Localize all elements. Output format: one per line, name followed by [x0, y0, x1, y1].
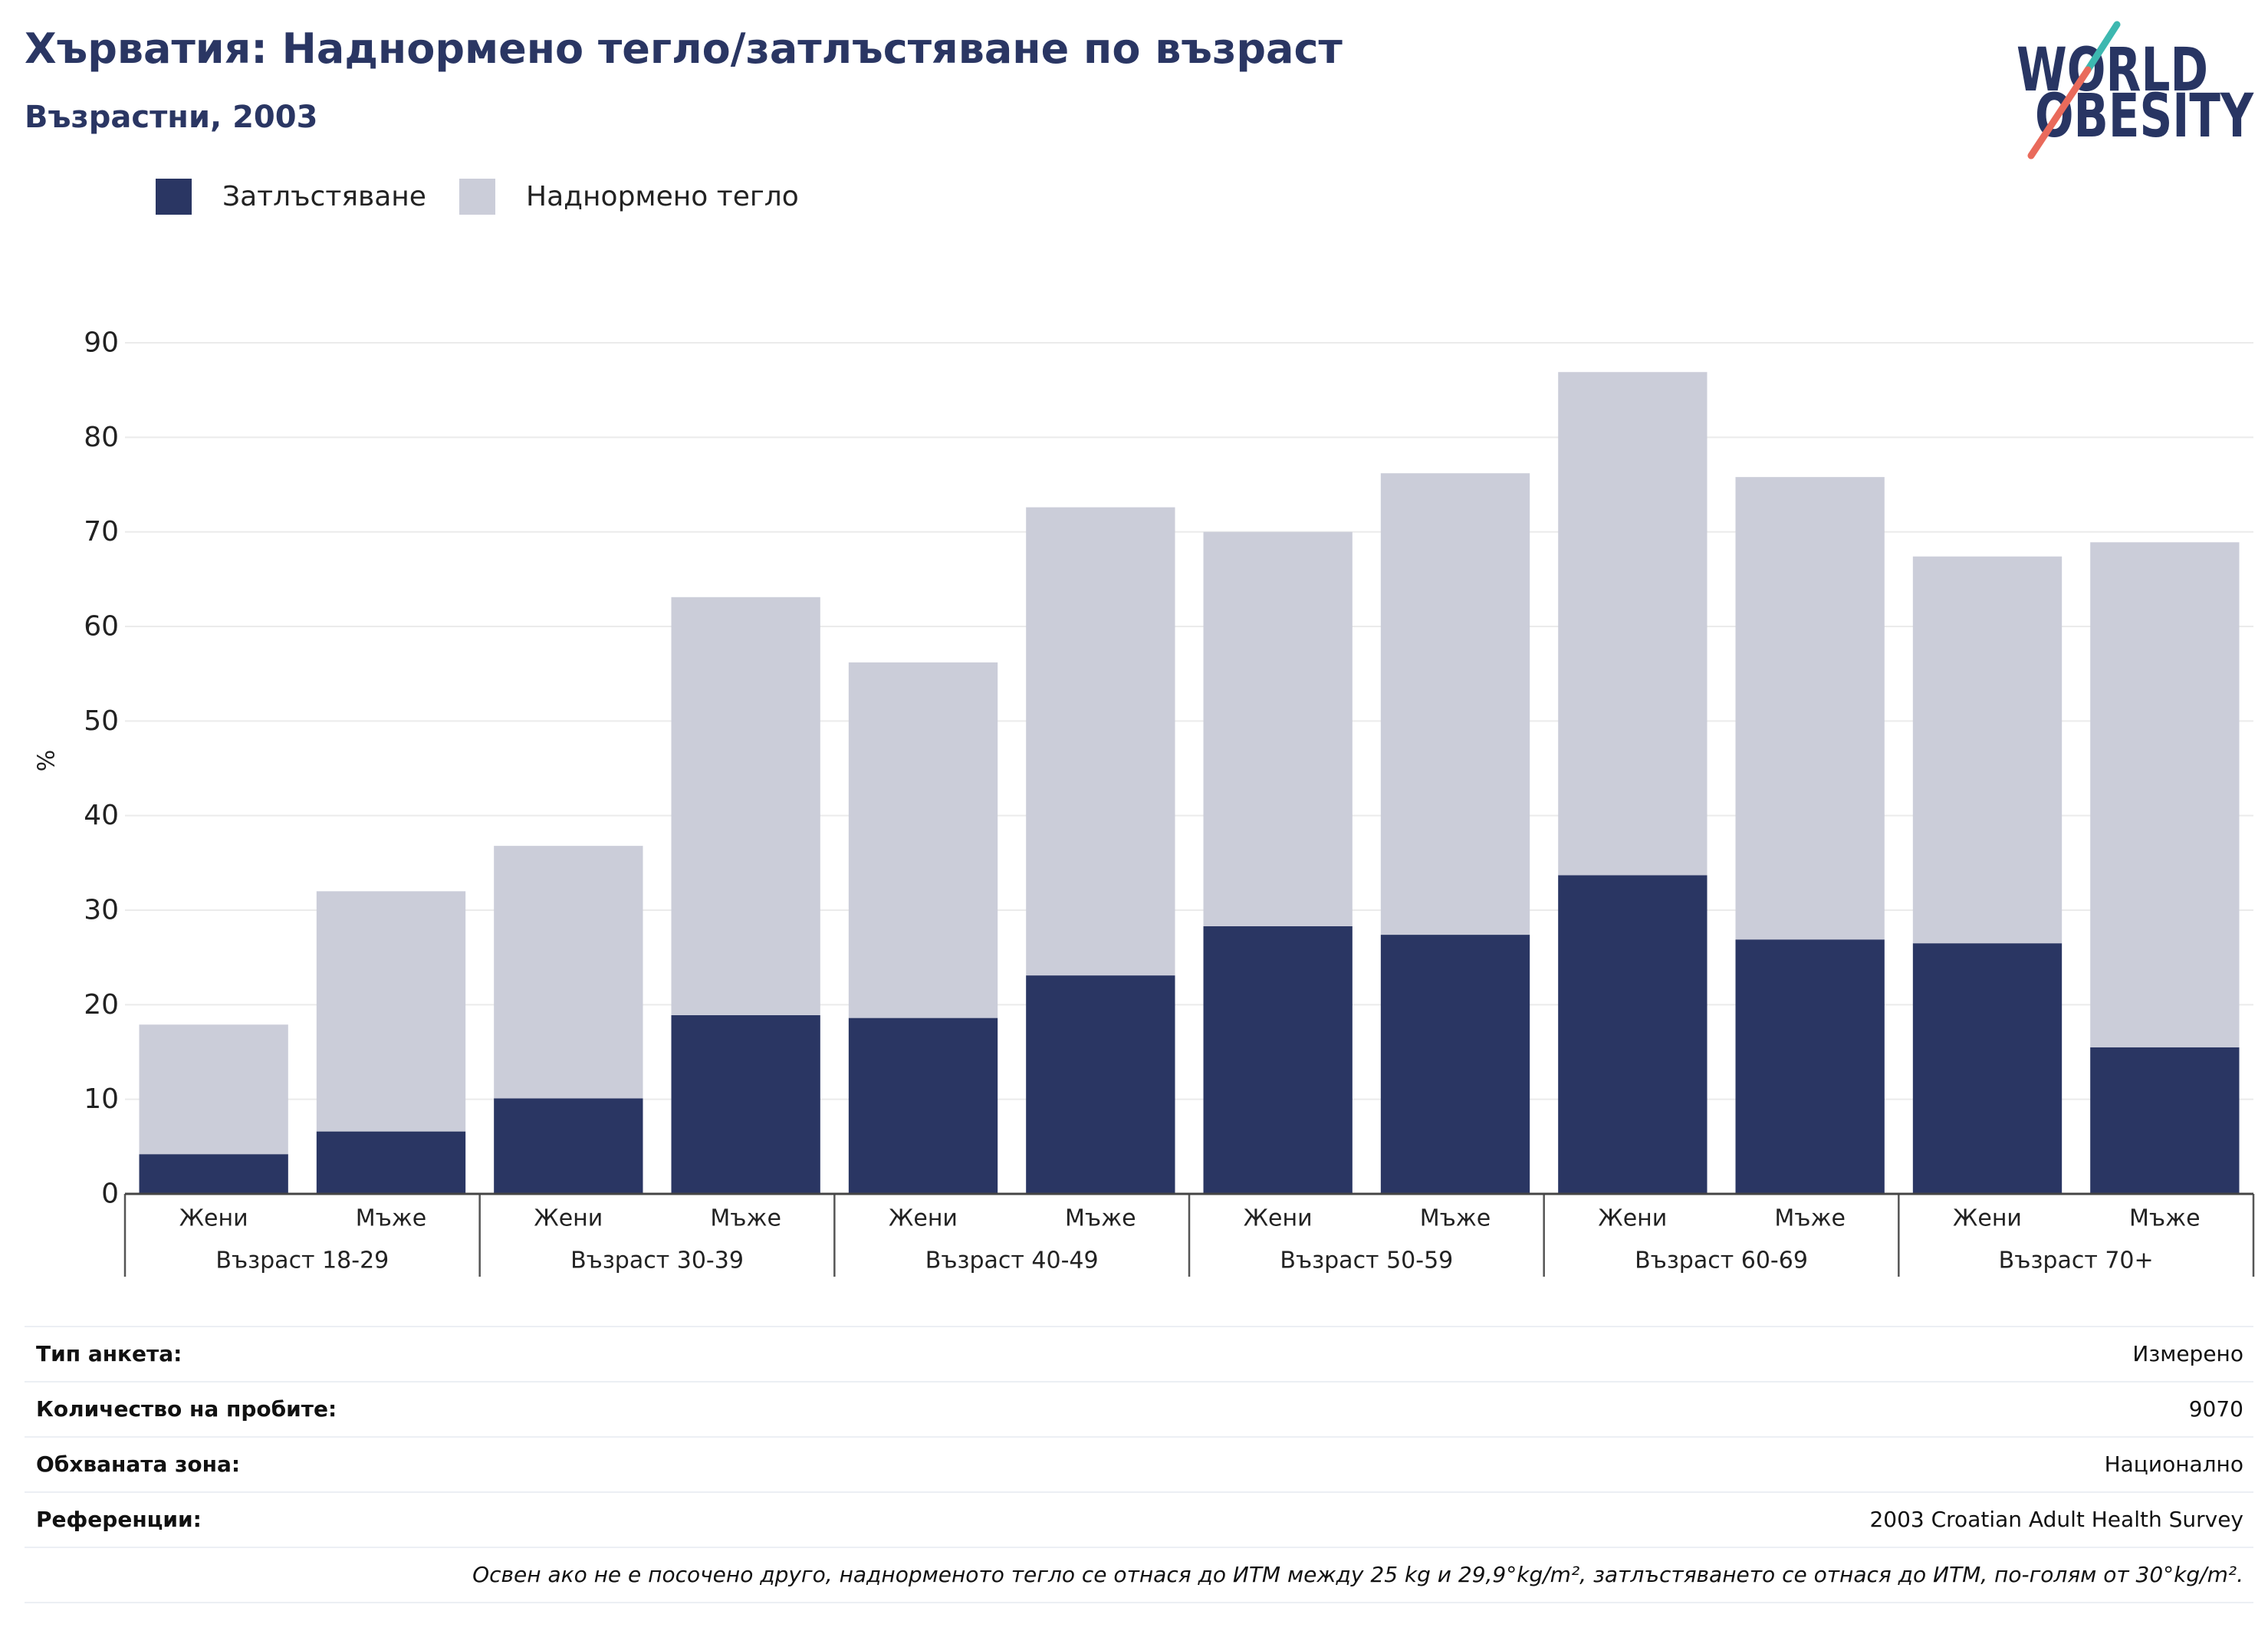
bar-overweight-8	[1380, 473, 1530, 935]
bar-overweight-12	[2090, 542, 2240, 1047]
y-tick-label: 50	[84, 705, 119, 737]
y-tick-label: 60	[84, 611, 119, 643]
y-tick-label: 0	[101, 1179, 119, 1210]
info-value: Национално	[2104, 1452, 2243, 1477]
bar-obesity-3	[494, 1098, 643, 1194]
x-tick-label: Мъже	[1420, 1205, 1491, 1232]
y-tick-label: 20	[84, 989, 119, 1021]
page-subtitle: Възрастни, 2003	[25, 100, 318, 135]
group-label: Възраст 60-69	[1635, 1248, 1808, 1274]
info-label: Тип анкета:	[36, 1341, 182, 1366]
info-value: 2003 Croatian Adult Health Survey	[1869, 1507, 2243, 1532]
info-value: 9070	[2188, 1396, 2243, 1422]
y-tick-label: 90	[84, 327, 119, 359]
bar-obesity-5	[848, 1018, 998, 1194]
x-tick-label: Мъже	[356, 1205, 427, 1232]
page-title: Хърватия: Наднормено тегло/затлъстяване …	[25, 25, 1343, 73]
bar-obesity-8	[1380, 935, 1530, 1194]
x-tick-label: Мъже	[710, 1205, 781, 1232]
y-tick-label: 70	[84, 516, 119, 547]
legend-label-overweight: Наднормено тегло	[526, 180, 799, 212]
bar-overweight-7	[1203, 531, 1353, 926]
x-tick-label: Мъже	[2129, 1205, 2201, 1232]
bar-obesity-9	[1558, 875, 1708, 1194]
bar-overweight-11	[1912, 556, 2063, 944]
bar-overweight-6	[1026, 507, 1175, 976]
bar-obesity-1	[139, 1154, 288, 1194]
bar-obesity-11	[1912, 943, 2063, 1194]
bar-obesity-7	[1203, 925, 1353, 1194]
footnote: Освен ако не е посочено друго, наднормен…	[472, 1562, 2243, 1587]
footnote-row: Освен ако не е посочено друго, наднормен…	[25, 1547, 2253, 1602]
info-label: Референции:	[36, 1507, 202, 1532]
group-label: Възраст 70+	[1999, 1248, 2154, 1274]
y-tick-label: 80	[84, 422, 119, 453]
x-tick-label: Жени	[1244, 1205, 1313, 1232]
survey-type-row: Тип анкета: Измерено	[25, 1326, 2253, 1381]
group-label: Възраст 30-39	[570, 1248, 744, 1274]
logo-text-obesity: OBESITY	[2035, 82, 2254, 151]
x-tick-label: Жени	[1598, 1205, 1667, 1232]
world-obesity-logo: WORLD OBESITY	[2017, 21, 2254, 159]
bar-overweight-2	[316, 891, 466, 1132]
references-row: Референции: 2003 Croatian Adult Health S…	[25, 1491, 2253, 1547]
y-axis-label: %	[34, 750, 61, 772]
y-tick-label: 10	[84, 1083, 119, 1115]
bar-obesity-10	[1735, 939, 1885, 1194]
info-value: Измерено	[2132, 1341, 2243, 1366]
group-label: Възраст 18-29	[215, 1248, 389, 1274]
legend-item-obesity: Затлъстяване	[156, 179, 426, 215]
coverage-row: Обхваната зона: Национално	[25, 1436, 2253, 1491]
y-tick-label: 30	[84, 895, 119, 926]
x-tick-label: Жени	[1953, 1205, 2022, 1232]
legend-item-overweight: Наднормено тегло	[459, 179, 799, 215]
logo-slash-bottom-icon	[2027, 66, 2092, 159]
x-tick-label: Мъже	[1065, 1205, 1136, 1232]
x-tick-label: Жени	[889, 1205, 958, 1232]
logo-slash-top-icon	[2084, 21, 2121, 74]
survey-info-table: Тип анкета: Измерено Количество на проби…	[25, 1326, 2253, 1603]
y-tick-label: 40	[84, 800, 119, 831]
legend-label-obesity: Затлъстяване	[222, 180, 426, 212]
stacked-bar-chart: % 0 10 20 30 40 50 60 70 80 90 Жени Мъже Възраст 18-…	[34, 327, 2255, 1277]
group-label: Възраст 50-59	[1280, 1248, 1453, 1274]
bar-overweight-4	[671, 597, 820, 1015]
logo-text-world: WORLD	[2017, 36, 2208, 105]
x-tick-label: Жени	[534, 1205, 603, 1232]
bar-overweight-1	[139, 1024, 288, 1155]
info-label: Количество на пробите:	[36, 1396, 337, 1422]
legend-swatch-obesity	[156, 179, 192, 215]
bar-obesity-6	[1026, 975, 1175, 1194]
bar-overweight-5	[848, 662, 998, 1018]
bar-obesity-4	[671, 1014, 820, 1194]
info-label: Обхваната зона:	[36, 1452, 241, 1477]
legend-swatch-overweight	[459, 179, 495, 215]
group-label: Възраст 40-49	[925, 1248, 1099, 1274]
x-tick-label: Жени	[179, 1205, 248, 1232]
bar-overweight-3	[494, 846, 643, 1099]
x-tick-label: Мъже	[1774, 1205, 1846, 1232]
bar-overweight-9	[1558, 372, 1708, 876]
bar-overweight-10	[1735, 477, 1885, 940]
bar-obesity-2	[316, 1131, 466, 1194]
sample-size-row: Количество на пробите: 9070	[25, 1381, 2253, 1436]
bar-obesity-12	[2090, 1047, 2240, 1194]
